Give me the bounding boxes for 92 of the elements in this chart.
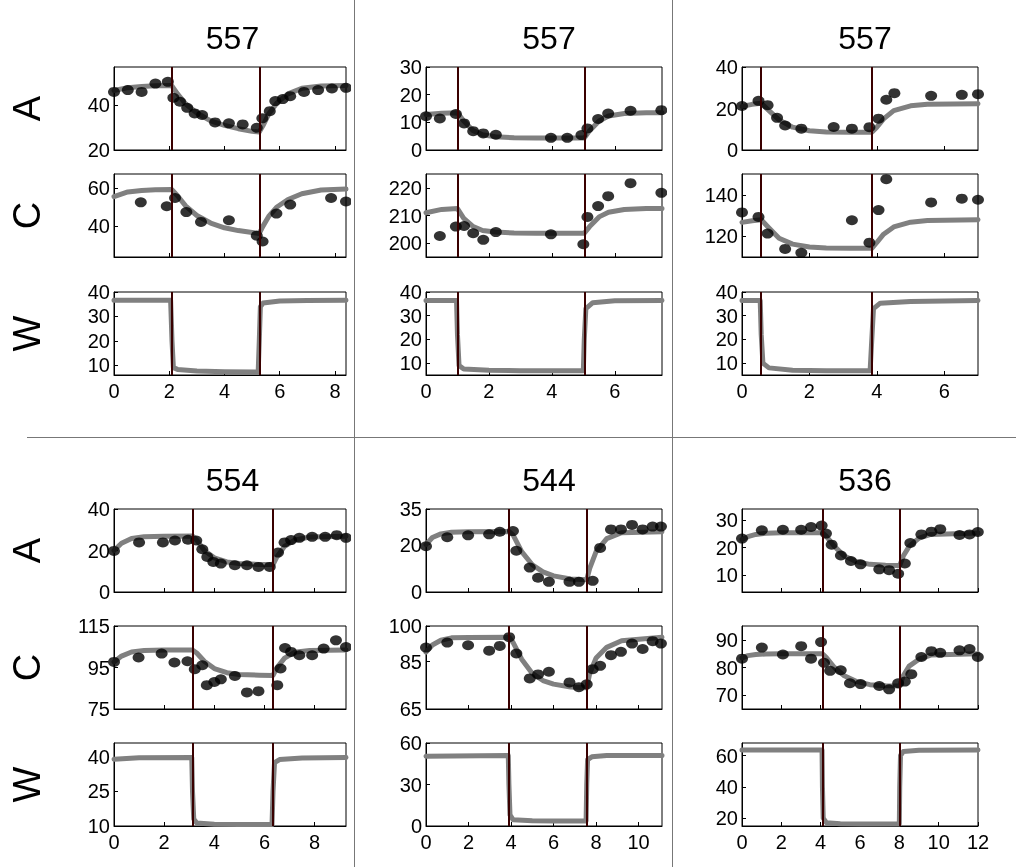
y-tick-label: 35	[399, 498, 422, 520]
chart-title: 557	[205, 20, 260, 56]
x-tick-label: 4	[871, 380, 883, 402]
x-tick-label: 6	[274, 380, 286, 402]
y-tick-label: 10	[399, 111, 422, 134]
x-tick-label: 12	[966, 831, 990, 853]
y-tick-label: 0	[410, 815, 422, 837]
x-tick-label: 2	[158, 831, 170, 853]
x-tick-label: 4	[218, 380, 231, 402]
y-tick-label: 40	[715, 56, 738, 78]
y-tick-label: 60	[715, 744, 738, 767]
x-tick-label: 2	[803, 380, 815, 402]
y-tick-label: 40	[715, 281, 738, 303]
x-tick-label: 10	[627, 831, 650, 853]
y-tick-label: 0	[98, 581, 110, 603]
y-axis-title: W	[6, 315, 48, 352]
y-tick-label: 85	[399, 650, 422, 673]
y-tick-label: 20	[715, 328, 738, 351]
y-tick-label: 10	[715, 564, 738, 587]
y-tick-label: 20	[715, 97, 738, 120]
x-tick-label: 6	[854, 831, 866, 853]
y-tick-label: 0	[410, 581, 422, 603]
x-tick-label: 8	[309, 831, 321, 853]
y-tick-label: 90	[715, 628, 738, 651]
x-tick-label: 8	[893, 831, 905, 853]
y-axis-title: C	[6, 653, 48, 682]
y-tick-label: 20	[399, 328, 422, 351]
chart-title: 536	[838, 462, 892, 498]
x-tick-label: 8	[590, 831, 602, 853]
x-tick-label: 4	[815, 831, 827, 853]
y-tick-label: 120	[704, 225, 738, 248]
x-tick-label: 2	[163, 380, 175, 402]
chart-title: 554	[205, 462, 260, 498]
y-tick-label: 20	[87, 329, 110, 352]
y-tick-label: 40	[87, 94, 110, 117]
y-axis-title: W	[6, 766, 48, 803]
y-tick-label: 30	[87, 305, 110, 328]
y-tick-label: 140	[704, 183, 738, 206]
y-tick-label: 40	[399, 281, 422, 303]
y-tick-label: 60	[399, 732, 422, 754]
y-tick-label: 200	[388, 232, 422, 255]
y-tick-label: 10	[87, 354, 110, 377]
y-tick-label: 30	[399, 773, 422, 796]
x-tick-label: 6	[258, 831, 271, 853]
y-tick-label: 115	[78, 615, 110, 637]
x-tick-label: 2	[462, 831, 475, 853]
y-tick-label: 60	[87, 177, 110, 200]
y-tick-label: 210	[388, 204, 422, 227]
chart-title: 557	[838, 20, 892, 56]
x-tick-label: 6	[548, 831, 560, 853]
y-tick-label: 30	[715, 304, 738, 327]
y-tick-label: 75	[87, 698, 110, 720]
y-tick-label: 20	[399, 533, 422, 556]
y-tick-label: 100	[388, 615, 422, 637]
y-tick-label: 20	[715, 536, 738, 559]
y-tick-label: 65	[399, 698, 422, 720]
y-tick-label: 70	[715, 684, 738, 707]
y-tick-label: 30	[399, 56, 422, 78]
y-axis-title: C	[6, 201, 48, 230]
y-tick-label: 40	[87, 214, 110, 237]
y-tick-label: 20	[87, 139, 110, 161]
y-axis-title: A	[6, 95, 48, 122]
x-tick-label: 4	[208, 831, 220, 853]
y-tick-label: 80	[715, 656, 738, 679]
chart-title: 557	[522, 20, 576, 56]
y-tick-label: 25	[87, 780, 110, 803]
y-tick-label: 30	[399, 304, 422, 327]
y-tick-label: 40	[87, 745, 110, 768]
y-tick-label: 10	[87, 815, 110, 837]
x-tick-label: 4	[546, 380, 558, 402]
x-tick-label: 2	[775, 831, 787, 853]
x-tick-label: 6	[938, 380, 950, 402]
x-tick-label: 10	[927, 831, 950, 853]
y-tick-label: 40	[87, 498, 110, 520]
x-tick-label: 6	[609, 380, 621, 402]
y-tick-label: 20	[715, 807, 738, 830]
chart-title: 544	[522, 462, 576, 498]
x-tick-label: 4	[505, 831, 517, 853]
x-tick-label: 8	[329, 380, 341, 402]
y-axis-title: A	[6, 537, 48, 564]
y-tick-label: 40	[87, 281, 110, 303]
y-tick-label: 0	[726, 139, 738, 161]
y-tick-label: 95	[87, 656, 110, 679]
y-tick-label: 30	[715, 509, 738, 532]
y-tick-label: 20	[87, 539, 110, 562]
y-tick-label: 220	[388, 176, 422, 199]
y-tick-label: 20	[399, 83, 422, 106]
y-tick-label: 40	[715, 775, 738, 798]
y-tick-label: 10	[399, 352, 422, 375]
y-tick-label: 10	[715, 352, 738, 375]
y-tick-label: 0	[410, 139, 422, 161]
x-tick-label: 2	[483, 380, 495, 402]
